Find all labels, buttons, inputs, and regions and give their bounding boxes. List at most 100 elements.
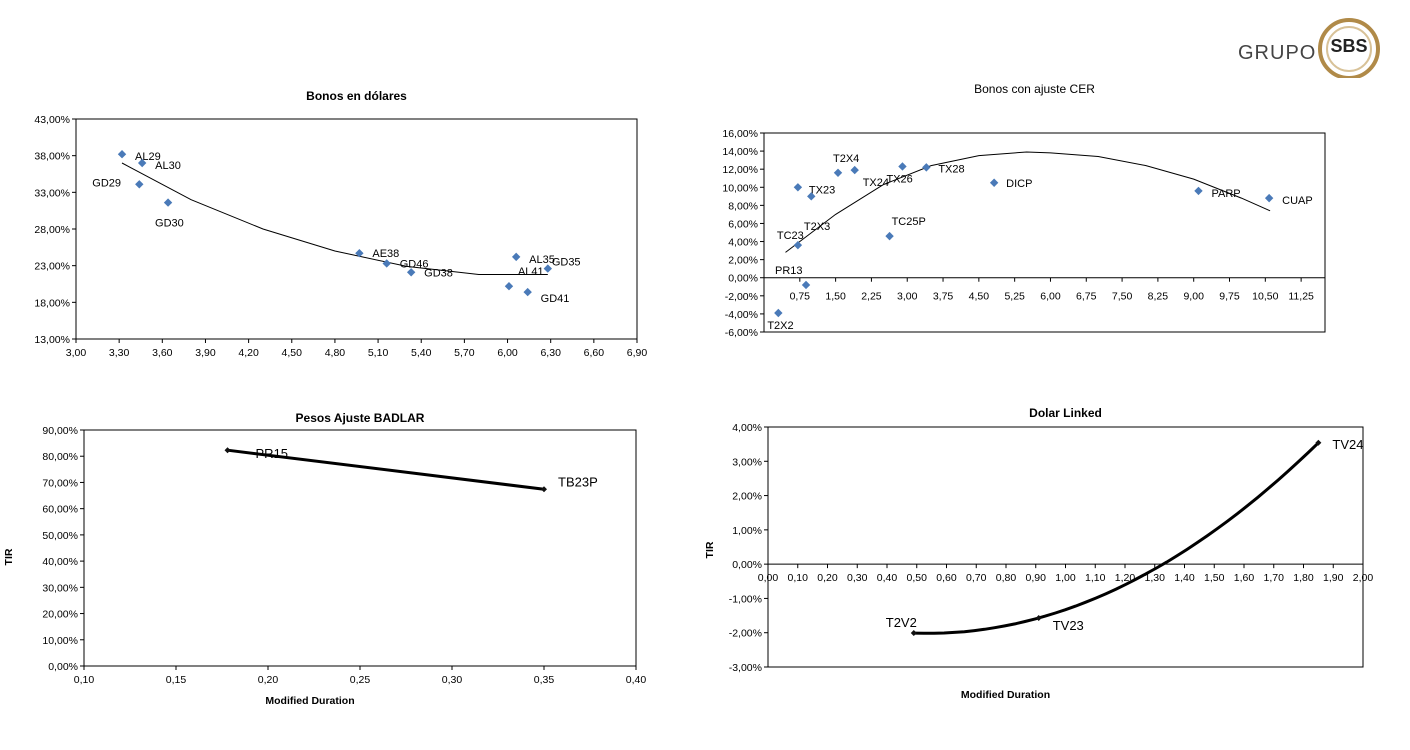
- data-point: [511, 252, 521, 262]
- y-tick-label: 50,00%: [42, 530, 78, 542]
- x-tick-label: 1,70: [1264, 572, 1285, 584]
- point-label: T2X2: [767, 320, 793, 332]
- x-tick-label: 4,50: [282, 347, 303, 359]
- point-label: DICP: [1006, 178, 1032, 190]
- y-tick-label: 90,00%: [42, 425, 78, 437]
- point-label: PARP: [1211, 188, 1240, 200]
- point-label: T2V2: [886, 615, 917, 630]
- y-tick-label: 38,00%: [34, 151, 70, 163]
- data-point: [833, 168, 843, 177]
- point-label: PR15: [256, 446, 289, 461]
- chart-c2: Bonos con ajuste CER -6,00% -4,00% -2,00% 0,…: [706, 78, 1364, 347]
- y-tick-label: -2,00%: [729, 628, 762, 640]
- x-tick-label: 0,20: [817, 572, 838, 584]
- y-tick-label: 18,00%: [34, 297, 70, 309]
- y-tick-label: -1,00%: [729, 593, 762, 605]
- plot-area: [767, 426, 1364, 668]
- data-point: [1194, 186, 1203, 196]
- chart-c3: Pesos Ajuste BADLAR 0,00% 10,00% 20,00% 30,0…: [3, 411, 646, 707]
- y-axis-title: TIR: [704, 541, 716, 558]
- x-tick-label: 0,40: [626, 674, 647, 686]
- x-tick-label: 6,60: [584, 347, 605, 359]
- point-label: AE38: [372, 248, 399, 260]
- data-point: [1264, 193, 1274, 203]
- data-point: [793, 240, 803, 250]
- y-tick-label: 33,00%: [34, 187, 70, 199]
- y-tick-label: 3,00%: [732, 456, 762, 468]
- x-tick-label: 1,50: [1204, 572, 1225, 584]
- chart-c4: Dolar Linked -3,00% -2,00% -1,00% 0,00% 1,00%…: [704, 406, 1373, 701]
- data-point: [793, 183, 803, 192]
- point-label: GD30: [155, 218, 184, 230]
- x-tick-label: 0,90: [1026, 572, 1047, 584]
- x-tick-label: 5,25: [1004, 291, 1025, 303]
- x-tick-label: 0,00: [758, 572, 779, 584]
- x-tick-label: 1,00: [1055, 572, 1076, 584]
- point-label: GD29: [92, 177, 121, 189]
- data-point: [355, 249, 364, 258]
- x-tick-label: 3,30: [109, 347, 130, 359]
- x-tick-label: 3,75: [933, 291, 954, 303]
- y-tick-label: -2,00%: [725, 291, 758, 303]
- x-tick-label: 2,00: [1353, 572, 1374, 584]
- x-tick-label: 5,10: [368, 347, 389, 359]
- y-tick-label: 30,00%: [42, 582, 78, 594]
- point-label: TC23: [777, 230, 804, 242]
- y-tick-label: 14,00%: [722, 146, 758, 158]
- data-point: [135, 180, 144, 189]
- y-tick-label: 80,00%: [42, 451, 78, 463]
- plot-area: [75, 118, 638, 340]
- data-point: [898, 162, 907, 171]
- x-tick-label: 0,30: [442, 674, 463, 686]
- y-tick-label: 4,00%: [732, 422, 762, 434]
- x-tick-label: 0,50: [907, 572, 928, 584]
- x-tick-label: 0,10: [74, 674, 95, 686]
- y-tick-label: 40,00%: [42, 556, 78, 568]
- x-tick-label: 0,35: [534, 674, 555, 686]
- y-tick-label: 2,00%: [728, 255, 758, 267]
- y-tick-label: 20,00%: [42, 609, 78, 621]
- x-tick-label: 3,00: [897, 291, 918, 303]
- x-tick-label: 7,50: [1112, 291, 1133, 303]
- data-point: [910, 630, 917, 637]
- point-label: TX23: [809, 184, 835, 196]
- x-tick-label: 1,10: [1085, 572, 1106, 584]
- data-point: [774, 308, 783, 318]
- x-tick-label: 1,60: [1234, 572, 1255, 584]
- x-tick-label: 1,90: [1323, 572, 1344, 584]
- chart-title: Bonos con ajuste CER: [974, 82, 1095, 96]
- y-tick-label: 13,00%: [34, 334, 70, 346]
- logo-text: GRUPO: [1238, 42, 1317, 64]
- x-tick-label: 0,70: [966, 572, 987, 584]
- x-tick-label: 0,25: [350, 674, 371, 686]
- point-label: PR13: [775, 265, 803, 277]
- x-tick-label: 1,40: [1174, 572, 1195, 584]
- data-point: [224, 447, 231, 454]
- point-label: TX24: [863, 177, 889, 189]
- y-tick-label: 2,00%: [732, 491, 762, 503]
- plot-area: [83, 429, 637, 667]
- point-label: TX28: [938, 163, 964, 175]
- y-tick-label: 16,00%: [722, 128, 758, 140]
- y-tick-label: 28,00%: [34, 224, 70, 236]
- x-tick-label: 0,40: [877, 572, 898, 584]
- x-tick-label: 2,25: [861, 291, 882, 303]
- x-tick-label: 6,00: [497, 347, 518, 359]
- x-tick-label: 6,75: [1076, 291, 1097, 303]
- point-label: TV24: [1332, 437, 1363, 452]
- chart-title: Pesos Ajuste BADLAR: [296, 411, 425, 425]
- x-tick-label: 6,00: [1040, 291, 1061, 303]
- series-line: [227, 448, 545, 491]
- y-tick-label: -6,00%: [725, 327, 758, 339]
- data-point: [504, 282, 514, 291]
- data-point: [523, 287, 532, 297]
- point-label: TV23: [1053, 618, 1084, 633]
- data-point: [543, 264, 553, 273]
- y-tick-label: 0,00%: [48, 661, 78, 673]
- data-point: [382, 259, 391, 268]
- y-tick-label: 12,00%: [722, 164, 758, 176]
- x-tick-label: 11,25: [1288, 291, 1314, 303]
- x-tick-label: 4,80: [325, 347, 346, 359]
- x-tick-label: 4,20: [238, 347, 259, 359]
- data-point: [1315, 439, 1322, 446]
